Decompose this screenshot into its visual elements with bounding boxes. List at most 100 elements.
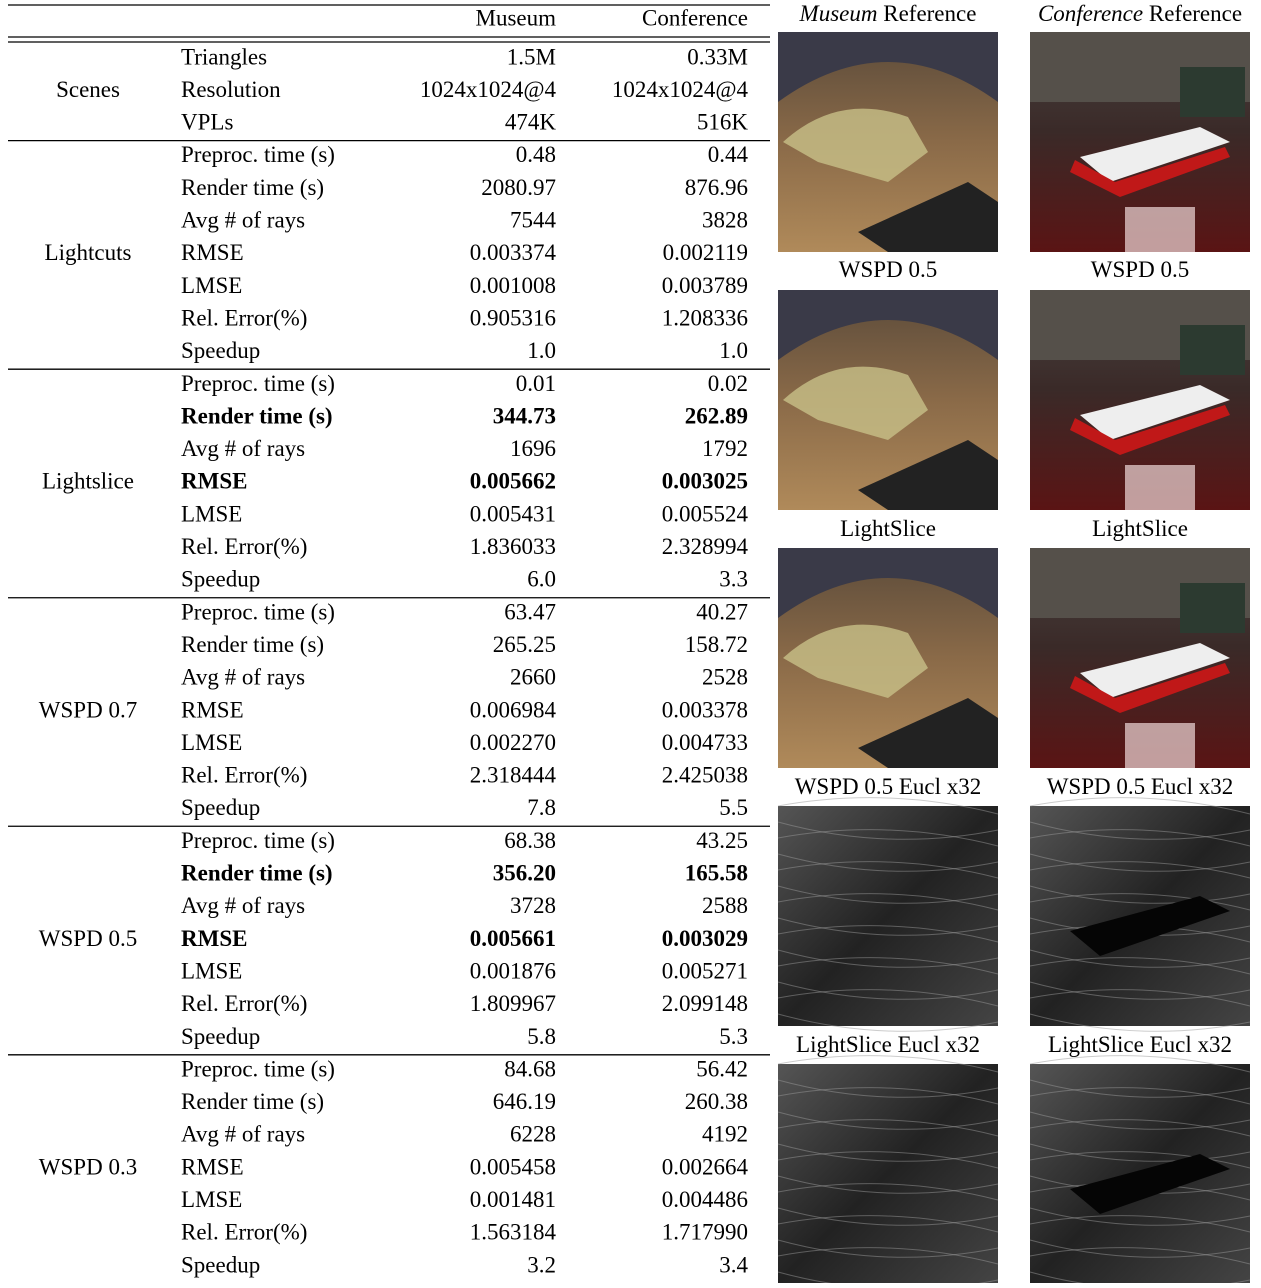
skeleton — [783, 366, 928, 440]
skeleton — [783, 624, 928, 698]
row-label: RMSE — [181, 1154, 244, 1179]
cell: 3.4 — [719, 1252, 748, 1277]
skeleton — [783, 108, 928, 182]
chairs — [1070, 405, 1230, 455]
plinth — [858, 440, 998, 510]
cell: 6.0 — [527, 567, 556, 592]
row-label: Render time (s) — [181, 1089, 324, 1114]
noise — [1029, 1151, 1251, 1169]
row-label: Speedup — [181, 338, 260, 363]
cell: 5.5 — [719, 795, 748, 820]
cell: 0.01 — [516, 371, 556, 396]
cell: 516K — [697, 110, 749, 135]
noise — [1029, 1111, 1251, 1130]
cell: 3.2 — [527, 1252, 556, 1277]
figure-caption: LightSlice — [1092, 516, 1188, 541]
row-label: Render time (s) — [181, 175, 324, 200]
noise — [1029, 1239, 1251, 1258]
cell: 165.58 — [685, 861, 748, 886]
caption-text: WSPD 0.5 — [1091, 257, 1189, 282]
noise — [777, 1079, 999, 1098]
caption-emphasis: Museum — [799, 1, 878, 26]
cell: 876.96 — [685, 175, 748, 200]
cell: 63.47 — [504, 599, 556, 624]
noise — [777, 1087, 999, 1105]
row-label: Rel. Error(%) — [181, 991, 307, 1016]
cell: 1024x1024@4 — [612, 77, 749, 102]
row-label: Render time (s) — [181, 632, 324, 657]
noise — [1029, 949, 1251, 968]
figure-caption: WSPD 0.5 — [1091, 257, 1189, 282]
board — [1180, 583, 1245, 633]
cabinet — [1125, 465, 1195, 510]
chairs — [1070, 147, 1230, 197]
cell: 2.328994 — [662, 534, 749, 559]
row-label: RMSE — [181, 926, 247, 951]
cell: 0.33M — [687, 44, 748, 69]
cell: 2.099148 — [662, 991, 748, 1016]
noise — [777, 1013, 999, 1032]
cell: 0.005431 — [470, 501, 556, 526]
group-label: Lightcuts — [45, 240, 132, 265]
cell: 0.905316 — [470, 305, 556, 330]
cell: 1.563184 — [470, 1220, 557, 1245]
cell: 474K — [505, 110, 557, 135]
noise — [1029, 989, 1251, 1007]
render-image — [778, 548, 998, 768]
noise — [1029, 957, 1251, 975]
cell: 2.425038 — [662, 763, 748, 788]
row-label: Avg # of rays — [181, 436, 305, 461]
cell: 5.8 — [527, 1024, 556, 1049]
figure-caption: WSPD 0.5 Eucl x32 — [1047, 774, 1234, 799]
group-label: WSPD 0.5 — [39, 926, 137, 951]
cell: 2080.97 — [481, 175, 556, 200]
cell: 0.003374 — [470, 240, 557, 265]
board — [1180, 67, 1245, 117]
noise — [1029, 1087, 1251, 1105]
cell: 43.25 — [696, 828, 748, 853]
row-label: Rel. Error(%) — [181, 534, 307, 559]
noise — [777, 1207, 999, 1226]
row-label: LMSE — [181, 1187, 242, 1212]
cell: 260.38 — [685, 1089, 748, 1114]
row-label: Render time (s) — [181, 861, 333, 886]
cell: 0.003025 — [662, 469, 748, 494]
figure-caption: Museum Reference — [799, 1, 977, 26]
noise — [1029, 1079, 1251, 1098]
cell: 40.27 — [696, 599, 748, 624]
noise — [777, 1111, 999, 1130]
row-label: RMSE — [181, 697, 244, 722]
figure-caption: LightSlice Eucl x32 — [1048, 1032, 1232, 1057]
row-label: Render time (s) — [181, 403, 333, 428]
row-label: Avg # of rays — [181, 893, 305, 918]
row-label: Speedup — [181, 567, 260, 592]
noise — [777, 925, 999, 943]
caption-emphasis: Conference — [1038, 1, 1143, 26]
cell: 68.38 — [504, 828, 556, 853]
row-label: Preproc. time (s) — [181, 1056, 335, 1081]
cell: 0.003378 — [662, 697, 748, 722]
caption-text: LightSlice Eucl x32 — [796, 1032, 980, 1057]
render-image — [1030, 548, 1250, 768]
column-header: Conference — [642, 5, 748, 30]
cell: 0.003029 — [662, 926, 748, 951]
cell: 1696 — [510, 436, 556, 461]
image-bg — [778, 1064, 998, 1283]
group-label: Lightslice — [42, 469, 134, 494]
noise — [777, 1175, 999, 1194]
noise — [777, 1239, 999, 1258]
render-image — [778, 32, 998, 252]
board — [1180, 325, 1245, 375]
render-image — [778, 290, 998, 510]
noise — [777, 917, 999, 936]
row-label: Speedup — [181, 1024, 260, 1049]
cell: 1.717990 — [662, 1220, 748, 1245]
row-label: Rel. Error(%) — [181, 1220, 307, 1245]
noise — [777, 949, 999, 968]
noise — [1029, 893, 1251, 911]
cell: 0.005458 — [470, 1154, 556, 1179]
row-label: Preproc. time (s) — [181, 828, 335, 853]
cell: 5.3 — [719, 1024, 748, 1049]
cell: 265.25 — [493, 632, 556, 657]
